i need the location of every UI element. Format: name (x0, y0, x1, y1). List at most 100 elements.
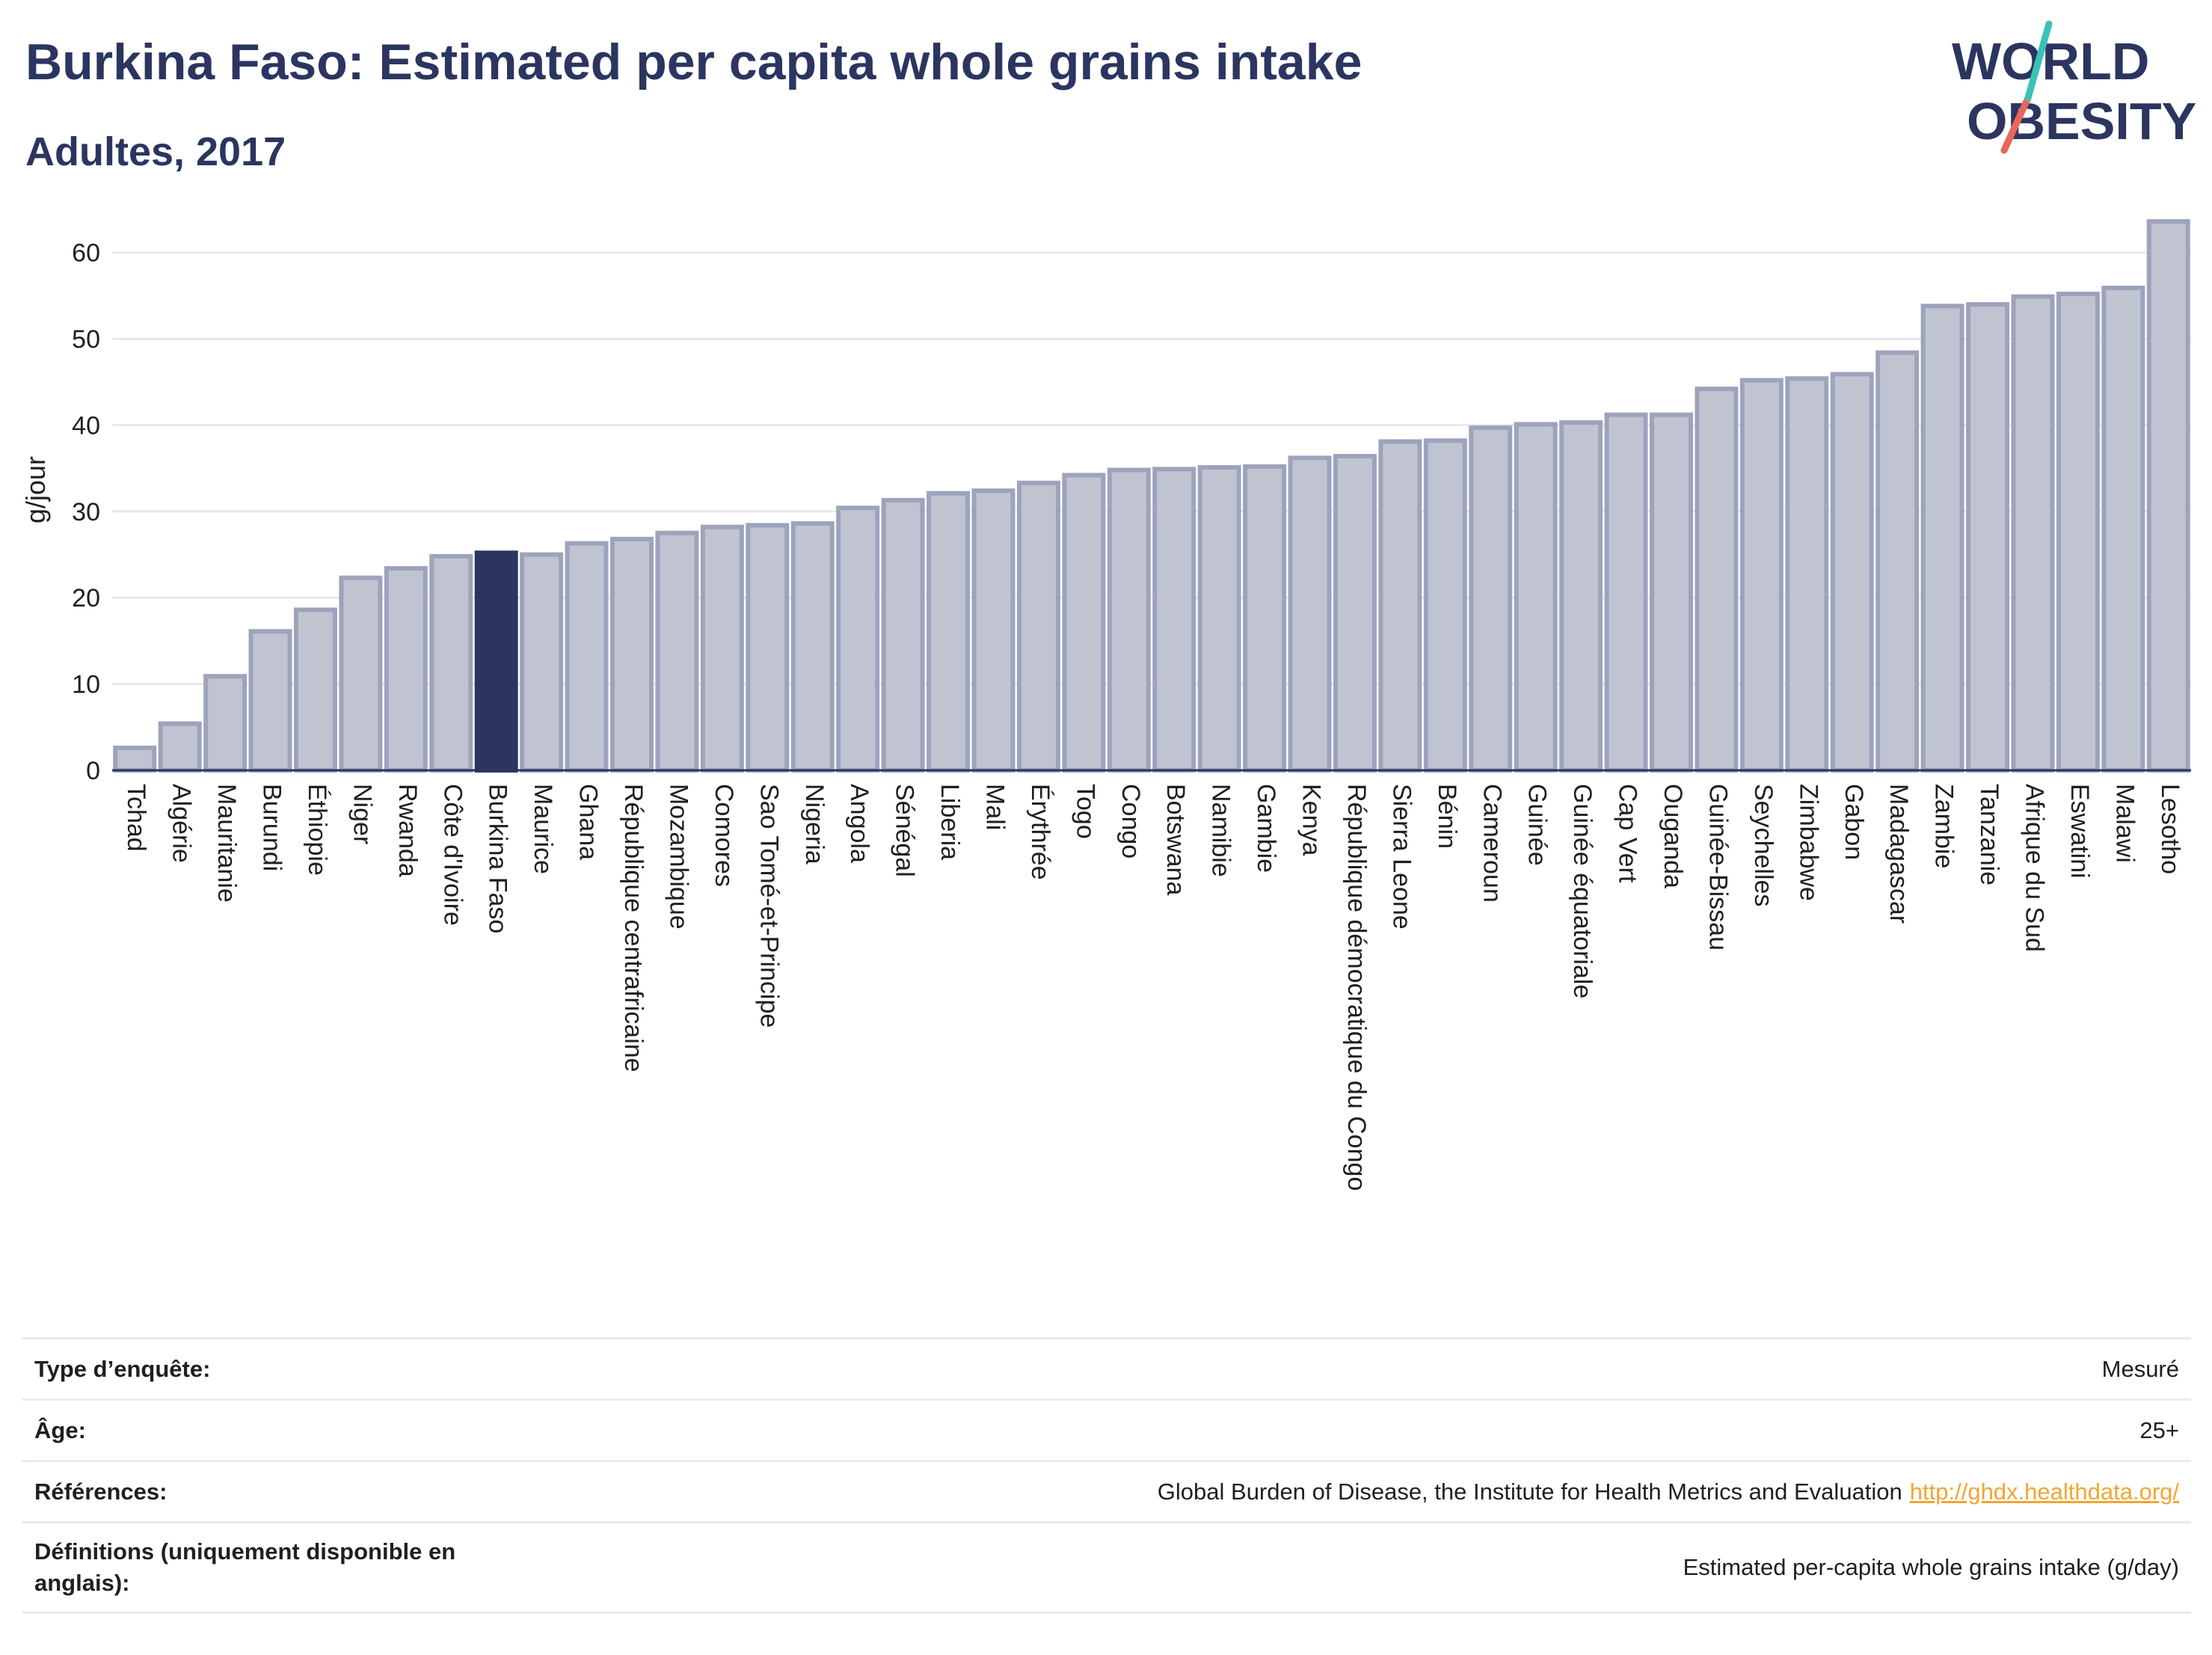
definitions-label: Définitions (uniquement disponible en an… (34, 1538, 456, 1596)
x-tick-label: Comores (710, 784, 738, 887)
x-tick-label: Mali (980, 784, 1009, 830)
bar[interactable] (1152, 467, 1196, 773)
x-tick-label: Sierra Leone (1387, 784, 1416, 930)
bar[interactable] (1966, 301, 2010, 773)
x-tick-label: Tanzanie (1975, 784, 2003, 885)
x-tick-label: Cameroun (1478, 784, 1506, 903)
bar[interactable] (790, 521, 835, 773)
y-tick-label: 40 (72, 411, 100, 440)
logo-slash-bottom (2000, 94, 2032, 154)
bar[interactable] (1830, 372, 1874, 773)
x-tick-label: République démocratique du Congo (1342, 784, 1371, 1191)
age-value: 25+ (2139, 1416, 2179, 1443)
bar[interactable] (881, 497, 925, 773)
bar[interactable] (1920, 304, 1964, 773)
bar[interactable] (248, 629, 292, 773)
bar[interactable] (746, 523, 790, 773)
chart-subtitle: Adultes, 2017 (25, 129, 286, 174)
references-value-wrap: Global Burden of Disease, the Institute … (1158, 1479, 2179, 1505)
bar[interactable] (1107, 467, 1151, 773)
bar[interactable] (1875, 350, 1920, 773)
x-tick-label: Angola (845, 784, 873, 863)
bar[interactable] (113, 746, 157, 773)
bar[interactable] (1197, 465, 1241, 773)
y-tick-label: 10 (72, 671, 100, 699)
y-tick-label: 30 (72, 498, 100, 526)
x-tick-label: Gabon (1840, 784, 1868, 860)
y-tick-label: 20 (72, 584, 100, 612)
age-label: Âge: (34, 1416, 86, 1443)
x-tick-label: Algérie (168, 784, 196, 863)
world-obesity-logo[interactable]: WORLD OBESITY (1944, 20, 2196, 162)
x-tick-label: Burundi (258, 784, 286, 871)
bar[interactable] (384, 566, 428, 773)
x-tick-label: Cap Vert (1614, 784, 1642, 883)
info-row-age: Âge: 25+ (22, 1398, 2191, 1460)
bar[interactable] (700, 524, 744, 773)
x-tick-label: Zimbabwe (1794, 784, 1822, 901)
references-label: Références: (34, 1478, 168, 1505)
bar[interactable] (2056, 292, 2100, 773)
bar[interactable] (1243, 464, 1287, 773)
bar[interactable] (1695, 387, 1739, 773)
bar[interactable] (1469, 425, 1513, 773)
x-tick-label: Burkina Faso (484, 784, 512, 933)
bar[interactable] (1604, 412, 1648, 773)
x-tick-label: Namibie (1207, 784, 1235, 877)
bar[interactable] (655, 530, 699, 773)
survey-type-value: Mesuré (2101, 1355, 2179, 1382)
info-row-references: Références: Global Burden of Disease, th… (22, 1460, 2191, 1521)
bar[interactable] (293, 607, 337, 773)
bar[interactable] (1559, 420, 1603, 773)
bar[interactable] (1288, 455, 1332, 773)
x-tick-label: Zambie (1930, 784, 1958, 868)
references-link[interactable]: http://ghdx.healthdata.org/ (1909, 1478, 2179, 1505)
logo-line1: WORLD (1952, 32, 2149, 90)
bar[interactable] (203, 674, 248, 773)
x-tick-label: Niger (348, 784, 376, 844)
bar[interactable] (2011, 294, 2055, 773)
x-tick-label: Gambie (1252, 784, 1280, 873)
bar[interactable] (1650, 412, 1693, 773)
y-tick-label: 0 (86, 757, 100, 785)
x-tick-label: Seychelles (1749, 784, 1778, 906)
bar[interactable] (339, 575, 383, 773)
y-tick-label: 60 (72, 239, 100, 268)
bar[interactable] (1378, 439, 1422, 773)
info-row-definitions: Définitions (uniquement disponible en an… (22, 1521, 2191, 1614)
x-tick-label: Lesotho (2156, 784, 2184, 874)
logo-line2: OBESITY (1967, 92, 2196, 150)
bar[interactable] (2101, 286, 2145, 773)
definitions-value: Estimated per-capita whole grains intake… (1683, 1554, 2179, 1580)
bar[interactable] (474, 550, 518, 773)
logo-slash-top (2024, 20, 2053, 102)
bar[interactable] (1016, 480, 1060, 773)
bar[interactable] (971, 488, 1016, 773)
bar[interactable] (565, 541, 609, 773)
bar[interactable] (1062, 473, 1106, 773)
bar[interactable] (927, 491, 971, 773)
bar[interactable] (429, 553, 473, 773)
bar[interactable] (1333, 454, 1377, 773)
x-tick-labels: Tchad Algérie Mauritanie Burundi Éthiopie Nig… (122, 784, 2184, 1191)
x-tick-label: Guinée équatoriale (1568, 784, 1597, 998)
bar[interactable] (158, 721, 202, 773)
bar[interactable] (520, 552, 564, 773)
bar[interactable] (836, 506, 880, 773)
x-tick-label: Congo (1116, 784, 1145, 859)
x-tick-label: Eswatini (2065, 784, 2094, 879)
bar[interactable] (2146, 219, 2190, 773)
y-tick-labels: 0 10 20 30 40 50 60 (72, 239, 100, 785)
x-tick-label: Guinée-Bissau (1703, 784, 1732, 951)
x-tick-label: Côte d'Ivoire (438, 784, 467, 926)
bar[interactable] (610, 536, 654, 773)
bars (113, 219, 2190, 773)
bar[interactable] (1514, 422, 1558, 773)
bar[interactable] (1423, 438, 1467, 773)
bar[interactable] (1739, 378, 1784, 773)
info-row-survey-type: Type d’enquête: Mesuré (22, 1337, 2191, 1398)
x-tick-label: Bénin (1433, 784, 1461, 849)
bar[interactable] (1785, 376, 1829, 773)
x-tick-label: Mauritanie (212, 784, 241, 903)
x-tick-label: Ouganda (1659, 784, 1687, 888)
